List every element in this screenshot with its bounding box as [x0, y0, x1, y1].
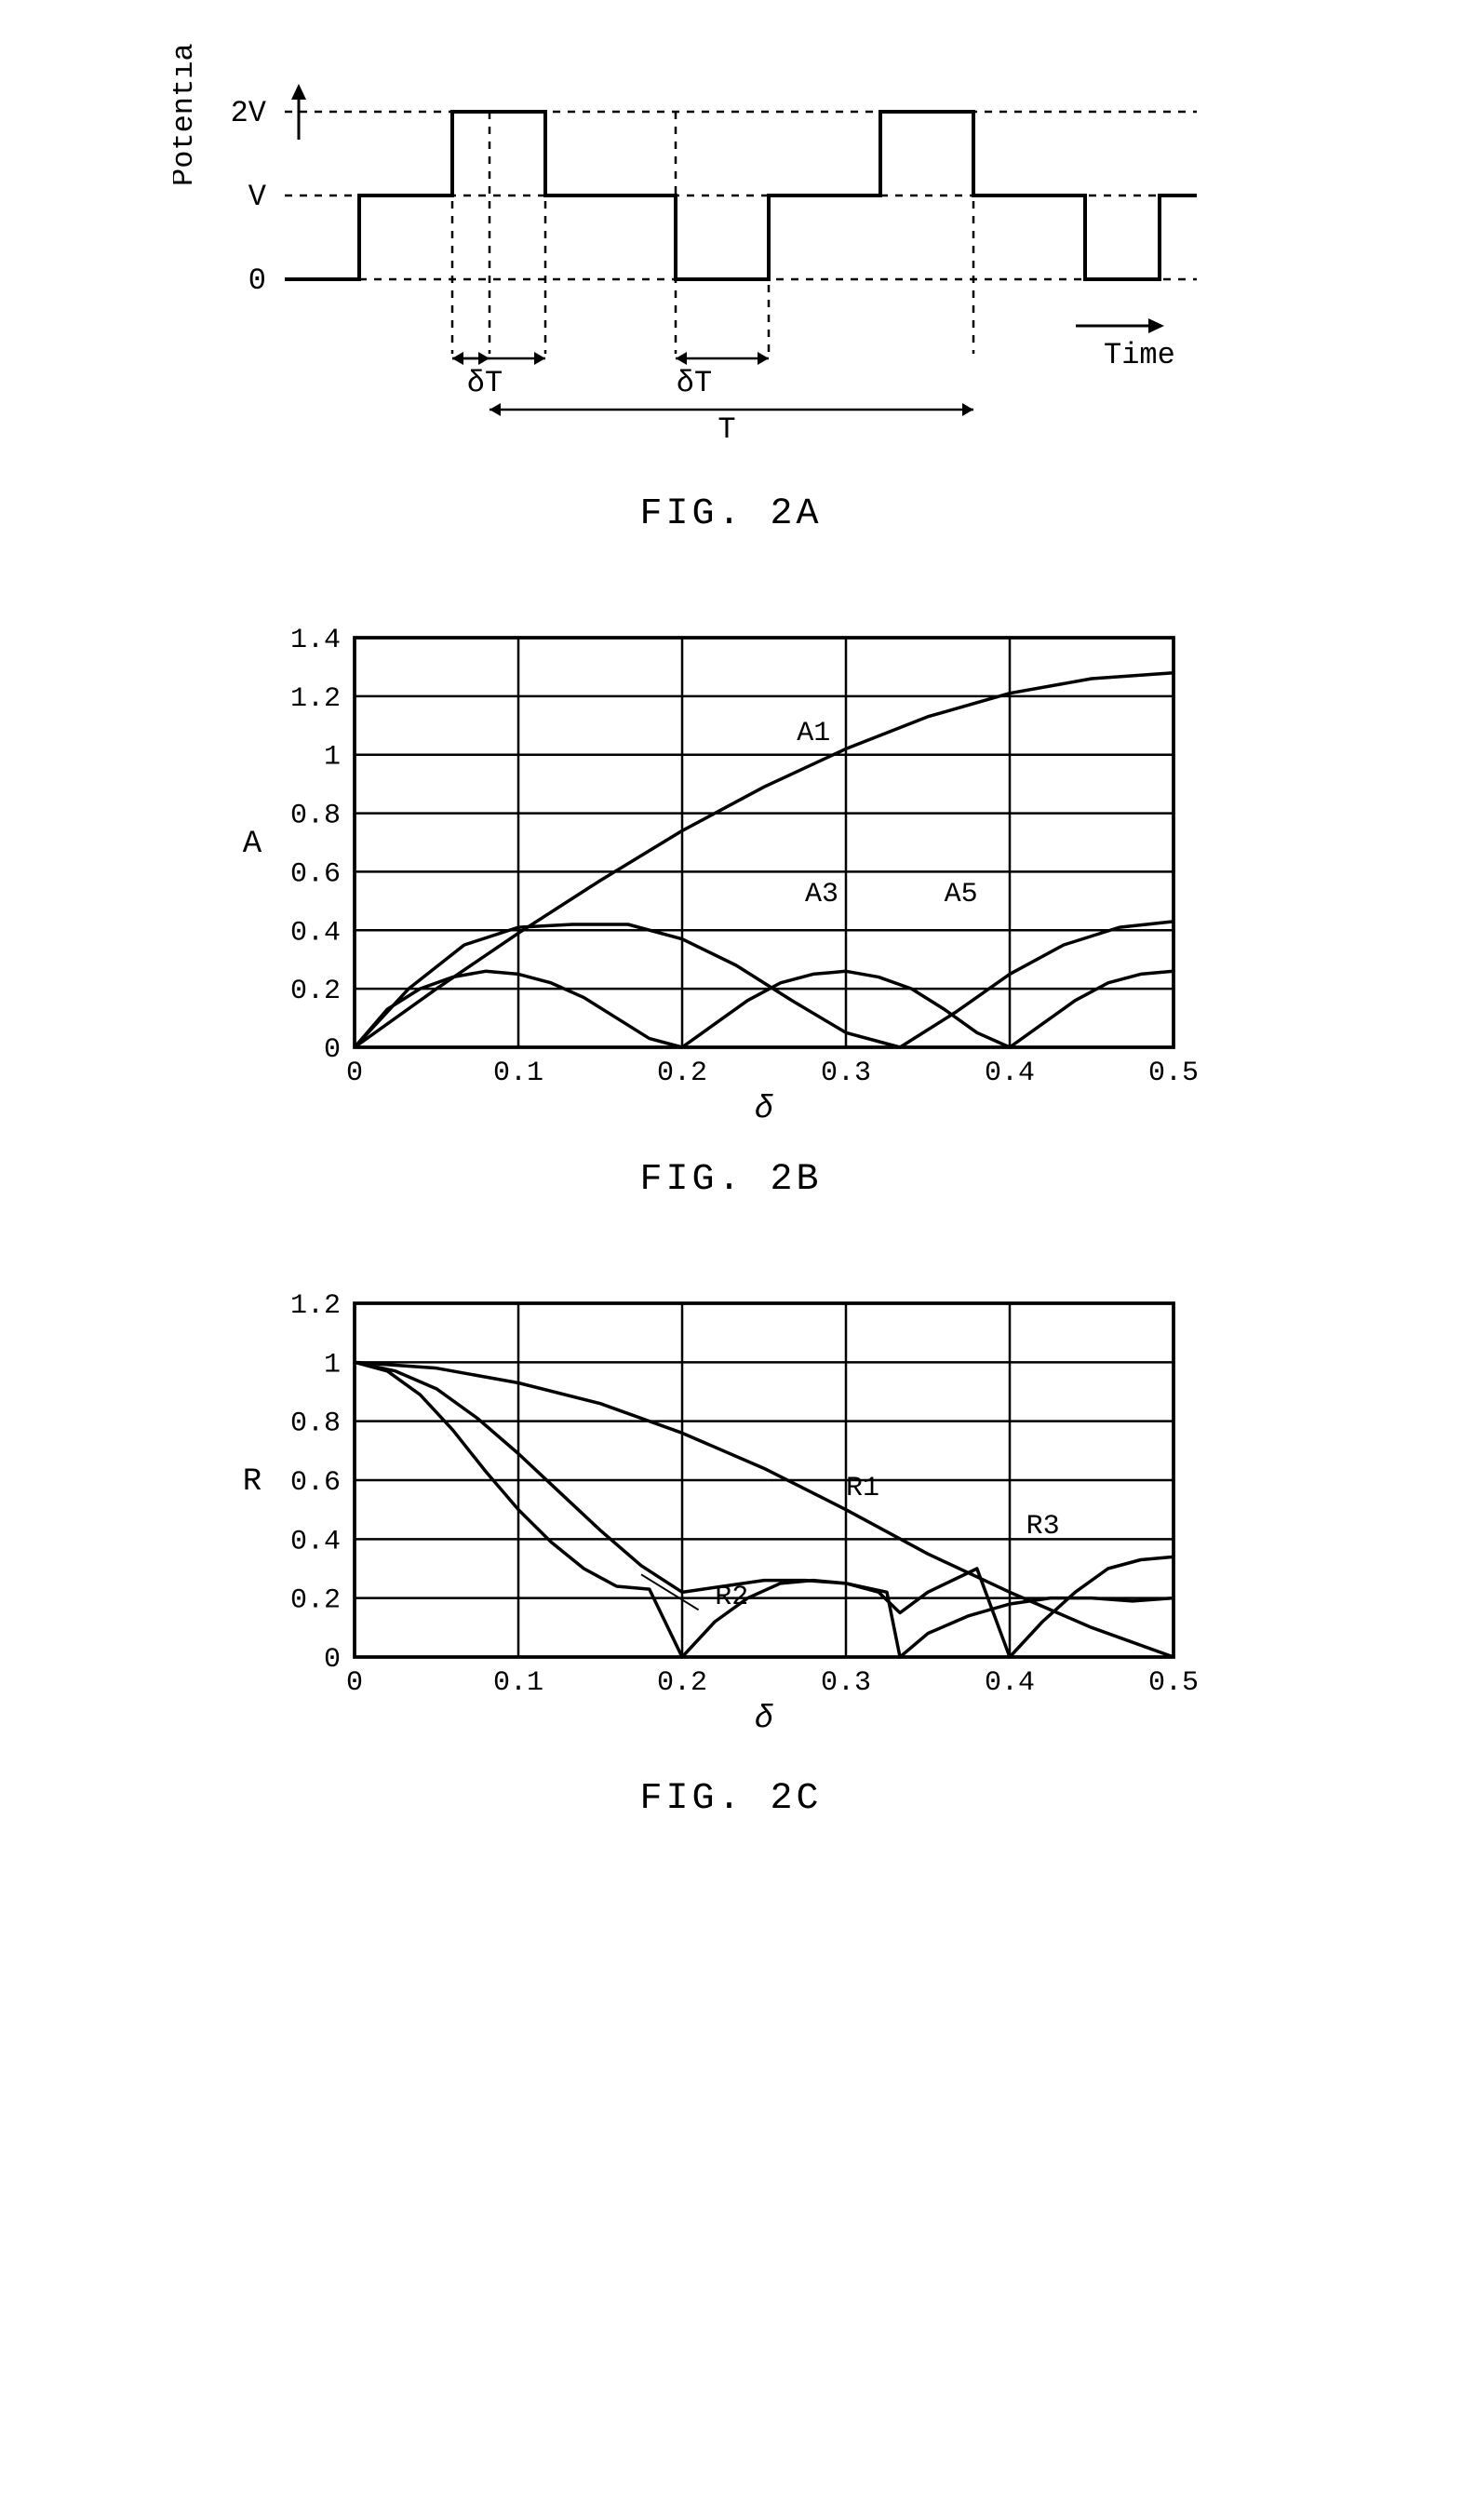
- svg-text:0: 0: [345, 1058, 362, 1089]
- svg-text:T: T: [718, 412, 735, 447]
- figure-2a: 0V2VPotentialTimeδTδTT FIG. 2A: [173, 37, 1290, 535]
- figure-2c: 00.10.20.30.40.500.20.40.60.811.2δRR1R2R…: [196, 1275, 1267, 1820]
- fig2c-svg: 00.10.20.30.40.500.20.40.60.811.2δRR1R2R…: [196, 1275, 1267, 1750]
- svg-text:A: A: [242, 827, 262, 862]
- fig2c-caption: FIG. 2C: [639, 1778, 822, 1820]
- svg-text:R: R: [242, 1464, 261, 1500]
- svg-text:2V: 2V: [230, 96, 266, 130]
- svg-text:R3: R3: [1026, 1511, 1059, 1543]
- svg-text:δ: δ: [754, 1092, 772, 1127]
- svg-text:δT: δT: [466, 366, 502, 400]
- svg-text:0.1: 0.1: [492, 1667, 543, 1699]
- svg-text:0.4: 0.4: [984, 1667, 1034, 1699]
- fig2b-svg: 0 0.1 0.2 0.3 0.4 0.5 0 0.2 0.4 0.6 0.8 1 1.2 1.4 δ A A1…: [196, 610, 1267, 1131]
- svg-text:0.4: 0.4: [289, 1526, 340, 1557]
- svg-text:0.8: 0.8: [289, 801, 340, 832]
- svg-text:0.3: 0.3: [820, 1667, 870, 1699]
- svg-text:0.4: 0.4: [289, 917, 340, 949]
- fig2a-caption: FIG. 2A: [639, 493, 822, 535]
- svg-text:0.5: 0.5: [1147, 1058, 1198, 1089]
- svg-text:0.6: 0.6: [289, 858, 340, 890]
- svg-text:0.6: 0.6: [289, 1467, 340, 1499]
- figure-2b: 0 0.1 0.2 0.3 0.4 0.5 0 0.2 0.4 0.6 0.8 1 1.2 1.4 δ A A1…: [196, 610, 1267, 1201]
- svg-text:0: 0: [248, 263, 265, 298]
- svg-text:0.1: 0.1: [492, 1058, 543, 1089]
- svg-text:0.2: 0.2: [656, 1058, 706, 1089]
- svg-text:0.5: 0.5: [1147, 1667, 1198, 1699]
- svg-text:1: 1: [323, 742, 340, 774]
- svg-text:A3: A3: [805, 879, 838, 910]
- svg-text:A5: A5: [944, 879, 977, 910]
- svg-text:A1: A1: [797, 718, 830, 749]
- svg-text:0.3: 0.3: [820, 1058, 870, 1089]
- svg-text:0.8: 0.8: [289, 1408, 340, 1440]
- svg-text:0.2: 0.2: [289, 1585, 340, 1617]
- svg-text:V: V: [248, 180, 266, 214]
- svg-text:0: 0: [323, 1034, 340, 1066]
- svg-text:0: 0: [345, 1667, 362, 1699]
- svg-text:0: 0: [323, 1644, 340, 1676]
- svg-text:Potential: Potential: [173, 37, 201, 186]
- svg-text:0.2: 0.2: [656, 1667, 706, 1699]
- svg-text:R1: R1: [846, 1473, 879, 1504]
- svg-text:δT: δT: [676, 366, 711, 400]
- svg-text:1: 1: [323, 1349, 340, 1381]
- svg-text:0.2: 0.2: [289, 976, 340, 1007]
- fig2a-svg: 0V2VPotentialTimeδTδTT: [173, 37, 1290, 465]
- fig2b-caption: FIG. 2B: [639, 1159, 822, 1201]
- svg-text:1.2: 1.2: [289, 683, 340, 715]
- svg-text:1.4: 1.4: [289, 625, 340, 656]
- svg-text:δ: δ: [754, 1702, 772, 1737]
- svg-text:Time: Time: [1104, 338, 1175, 372]
- svg-text:0.4: 0.4: [984, 1058, 1034, 1089]
- svg-text:1.2: 1.2: [289, 1290, 340, 1322]
